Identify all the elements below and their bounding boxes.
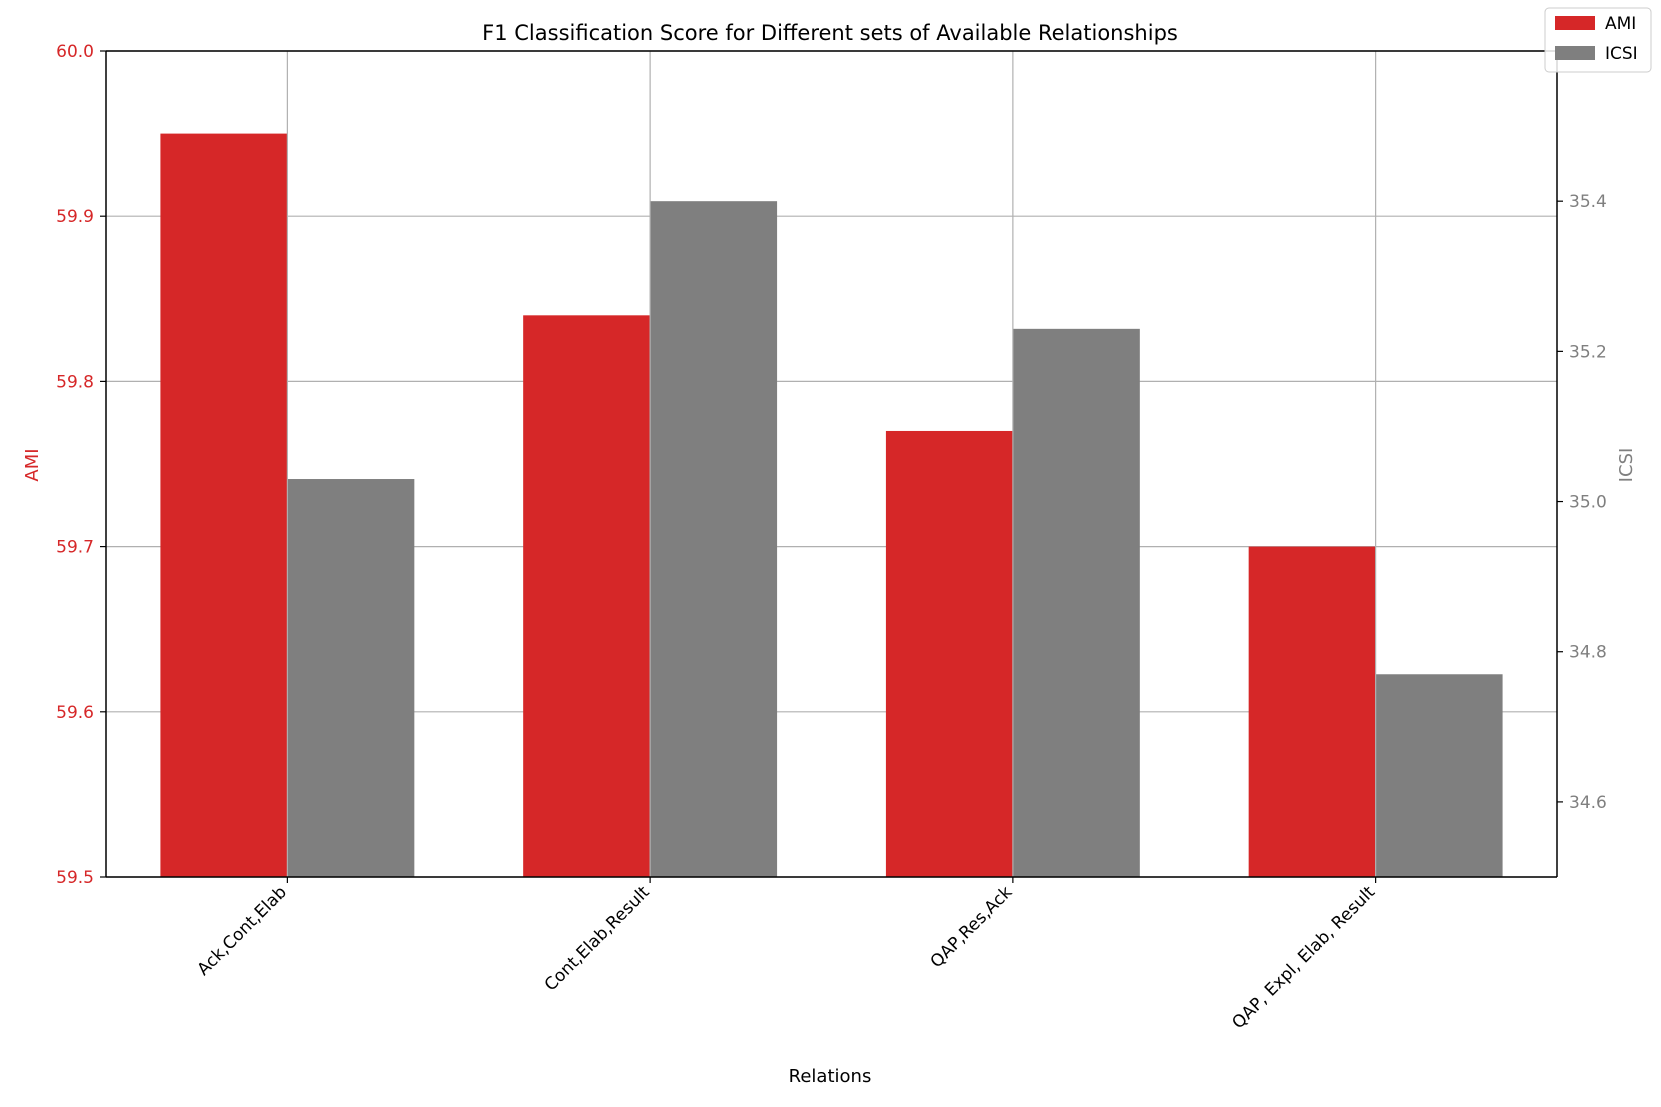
bar-icsi-2 (650, 201, 778, 877)
bar-ami-4 (1248, 546, 1376, 877)
y-axis-label-left: AMI (22, 448, 43, 481)
legend-swatch-ami (1555, 16, 1595, 30)
legend: AMI ICSI (1544, 7, 1652, 73)
y-left-tick-label: 59.9 (56, 207, 94, 227)
legend-swatch-icsi (1555, 46, 1595, 60)
chart-title: F1 Classification Score for Different se… (482, 21, 1178, 45)
y-right-tick-label: 34.8 (1569, 643, 1607, 663)
y-left-tick-label: 59.8 (56, 372, 94, 392)
bar-ami-1 (160, 133, 288, 878)
y-right-tick-label: 35.2 (1569, 342, 1607, 362)
bar-ami-2 (523, 315, 651, 877)
bar-ami-3 (885, 430, 1013, 877)
y-right-tick-label: 35.0 (1569, 493, 1607, 513)
legend-label-ami: AMI (1605, 14, 1636, 34)
x-axis-label: Relations (789, 1066, 872, 1087)
y-axis-label-right: ICSI (1616, 448, 1637, 483)
y-left-tick-label: 59.5 (56, 868, 94, 888)
y-left-tick-label: 60.0 (56, 42, 94, 62)
y-right-tick-label: 34.6 (1569, 793, 1607, 813)
legend-label-icsi: ICSI (1605, 44, 1638, 64)
y-left-tick-label: 59.6 (56, 703, 94, 723)
y-left-tick-label: 59.7 (56, 538, 94, 558)
bar-icsi-3 (1012, 328, 1140, 877)
y-right-tick-label: 35.4 (1569, 192, 1607, 212)
bars (160, 51, 1503, 878)
bar-icsi-1 (287, 479, 415, 877)
bar-icsi-4 (1375, 674, 1503, 877)
